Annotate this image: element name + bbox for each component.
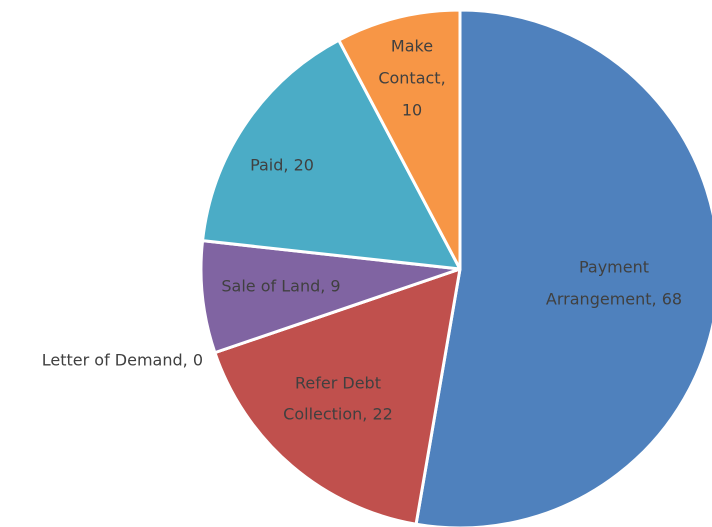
data-label: Contact, [378,69,445,88]
data-label: Letter of Demand, 0 [42,351,203,370]
data-label: Paid, 20 [250,156,314,175]
data-label: Arrangement, 68 [546,290,682,309]
data-label: 10 [402,101,422,120]
data-label: Collection, 22 [283,405,393,424]
data-label: Sale of Land, 9 [221,277,340,296]
data-label: Refer Debt [295,374,381,393]
pie-slice [199,239,462,355]
pie-slice [414,8,712,527]
pie-slice [337,8,462,271]
data-label: Payment [579,258,649,277]
pie-slice [201,38,462,271]
data-label: Make [391,37,433,56]
